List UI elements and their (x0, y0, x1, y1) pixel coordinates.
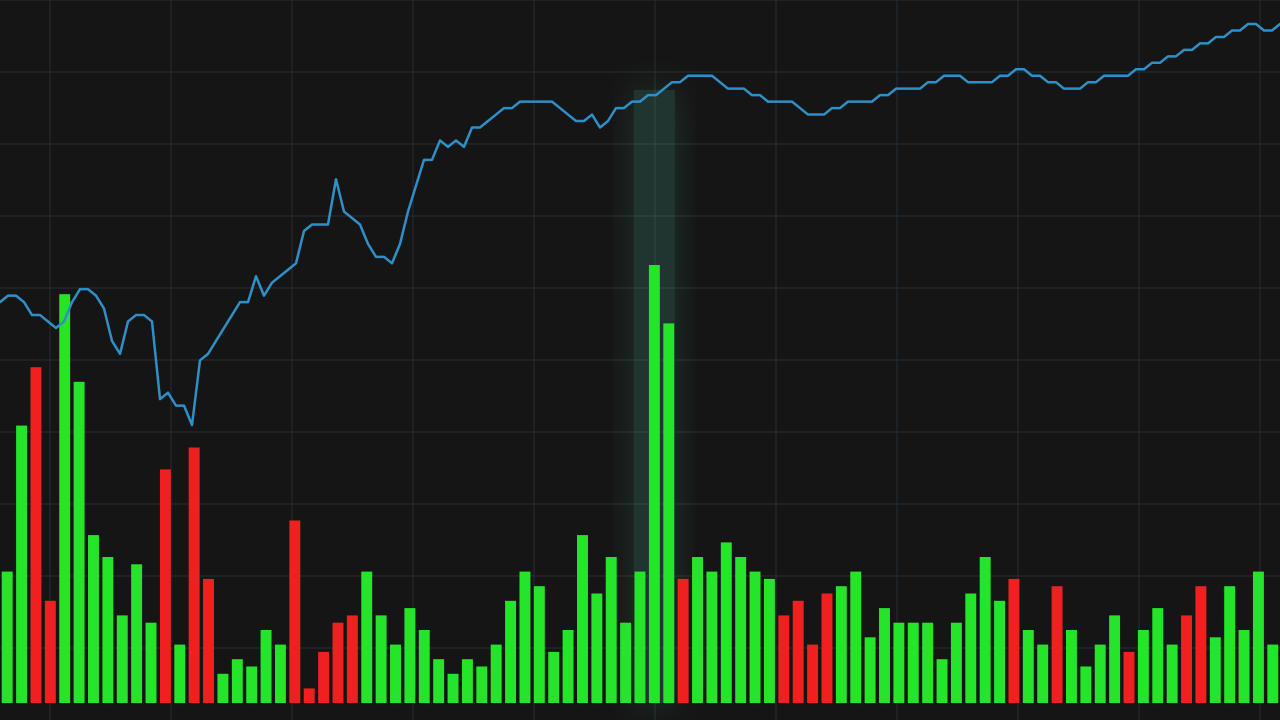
volume-bar (433, 659, 444, 703)
volume-bar (1167, 645, 1178, 703)
volume-bar (980, 557, 991, 703)
volume-bar (1008, 579, 1019, 703)
volume-bar (1152, 608, 1163, 703)
volume-bar (261, 630, 272, 703)
volume-bar (16, 426, 27, 703)
volume-bar (289, 521, 300, 704)
volume-bar (404, 608, 415, 703)
volume-bar (1080, 667, 1091, 704)
volume-bar (635, 572, 646, 703)
volume-bar (908, 623, 919, 703)
volume-bar (807, 645, 818, 703)
volume-bar (563, 630, 574, 703)
volume-bar (275, 645, 286, 703)
volume-bar (304, 688, 315, 703)
volume-bar (822, 594, 833, 704)
volume-bar (131, 564, 142, 703)
volume-bar (246, 667, 257, 704)
volume-bar (419, 630, 430, 703)
volume-bar (102, 557, 113, 703)
volume-bar (232, 659, 243, 703)
volume-bar (30, 367, 41, 703)
volume-bar (994, 601, 1005, 703)
volume-bar (361, 572, 372, 703)
volume-bar (376, 615, 387, 703)
volume-bar (850, 572, 861, 703)
volume-bar (649, 265, 660, 703)
volume-bar (663, 323, 674, 703)
volume-bar (117, 615, 128, 703)
volume-bar (721, 542, 732, 703)
volume-bar (865, 637, 876, 703)
volume-bar (476, 667, 487, 704)
volume-bar (692, 557, 703, 703)
volume-bar (965, 594, 976, 704)
volume-bar (462, 659, 473, 703)
volume-bar (937, 659, 948, 703)
volume-bar (879, 608, 890, 703)
volume-bar (591, 594, 602, 704)
volume-bar (1023, 630, 1034, 703)
volume-bar (678, 579, 689, 703)
volume-bar (347, 615, 358, 703)
volume-bar (750, 572, 761, 703)
volume-bar (1095, 645, 1106, 703)
volume-bar (1195, 586, 1206, 703)
volume-bar (1124, 652, 1135, 703)
volume-bar (2, 572, 13, 703)
volume-bar (1253, 572, 1264, 703)
volume-bar (836, 586, 847, 703)
volume-bar (174, 645, 185, 703)
volume-bar (1138, 630, 1149, 703)
volume-bar (893, 623, 904, 703)
volume-bar (1239, 630, 1250, 703)
volume-bar (1066, 630, 1077, 703)
volume-bar (203, 579, 214, 703)
volume-bar (59, 294, 70, 703)
volume-bar (160, 469, 171, 703)
volume-bar (577, 535, 588, 703)
volume-bar (491, 645, 502, 703)
volume-bar (764, 579, 775, 703)
volume-bar (778, 615, 789, 703)
volume-bar (735, 557, 746, 703)
volume-bar (1224, 586, 1235, 703)
volume-bar (922, 623, 933, 703)
volume-bar (88, 535, 99, 703)
volume-bar (1267, 645, 1278, 703)
volume-bar (318, 652, 329, 703)
volume-bar (620, 623, 631, 703)
volume-bar (146, 623, 157, 703)
volume-bar (1109, 615, 1120, 703)
volume-bar (1037, 645, 1048, 703)
volume-bar (606, 557, 617, 703)
volume-bar (217, 674, 228, 703)
volume-bar (548, 652, 559, 703)
volume-bar (45, 601, 56, 703)
volume-bar (333, 623, 344, 703)
volume-bar (448, 674, 459, 703)
volume-bar (951, 623, 962, 703)
volume-bar (793, 601, 804, 703)
volume-bar (1181, 615, 1192, 703)
volume-bar (1052, 586, 1063, 703)
volume-bar (534, 586, 545, 703)
volume-bar (1210, 637, 1221, 703)
volume-bar (74, 382, 85, 703)
volume-bar (519, 572, 530, 703)
volume-bar (706, 572, 717, 703)
volume-bar (505, 601, 516, 703)
volume-bar (189, 448, 200, 704)
volume-bar (390, 645, 401, 703)
